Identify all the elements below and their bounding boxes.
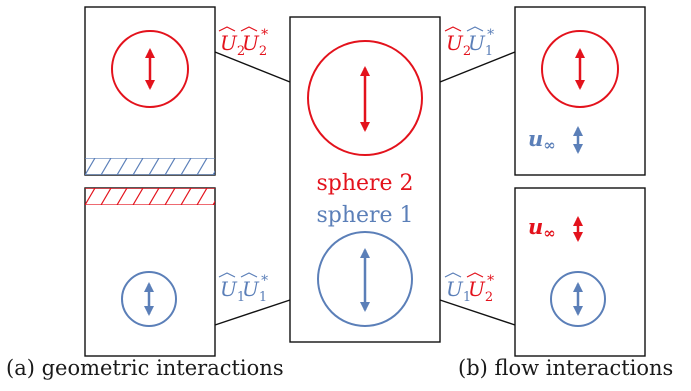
velocity-symbol: U2 [220,31,245,59]
hat-accent [466,272,484,278]
label-bottom-right: U1 U2* [444,272,494,305]
flow-panel-top: u∞ [514,6,646,176]
label-top-left: U2 U2* [218,26,268,59]
center-panel: sphere 2 sphere 1 [289,16,441,343]
velocity-conjugate-symbol: U2* [468,273,494,305]
flow-panel-bottom: u∞ [514,187,646,357]
connector-bottom-right [439,299,516,326]
sphere-2-circle [307,40,423,156]
free-stream-velocity-label: u∞ [528,214,556,242]
hat-accents [218,26,258,32]
hat-accent [444,26,462,32]
velocity-symbol: U1 [220,277,245,305]
connector-top-left [214,51,291,83]
free-stream-velocity-label: u∞ [528,126,556,154]
velocity-symbol: U2 [446,31,471,59]
connector-lines [214,51,516,326]
geometric-panel-bottom [84,187,216,357]
red-wall-hatch [85,188,215,205]
connector-bottom-left [214,299,291,326]
velocity-conjugate-symbol: U1* [242,273,268,305]
sphere-2-label: sphere 2 [316,171,413,196]
hat-accent [444,272,462,278]
velocity-symbol: U1 [446,277,471,305]
sphere-2-circle [541,30,619,108]
sphere-1-circle [550,271,606,327]
caption-flow: (b) flow interactions [458,356,674,380]
sphere-1-circle [121,271,177,327]
blue-wall-hatch [85,158,215,175]
sphere-1-label: sphere 1 [316,203,413,228]
sphere-1-circle [317,231,413,327]
caption-geometric: (a) geometric interactions [6,356,284,380]
velocity-conjugate-symbol: U2* [242,27,268,59]
sphere-2-circle [111,30,189,108]
velocity-conjugate-symbol: U1* [468,27,494,59]
label-bottom-left: U1 U1* [218,272,268,305]
hat-accent [466,26,484,32]
geometric-panel-top [84,6,216,176]
label-top-right: U2 U1* [444,26,494,59]
hat-accents [218,272,258,278]
connector-top-right [439,51,516,83]
